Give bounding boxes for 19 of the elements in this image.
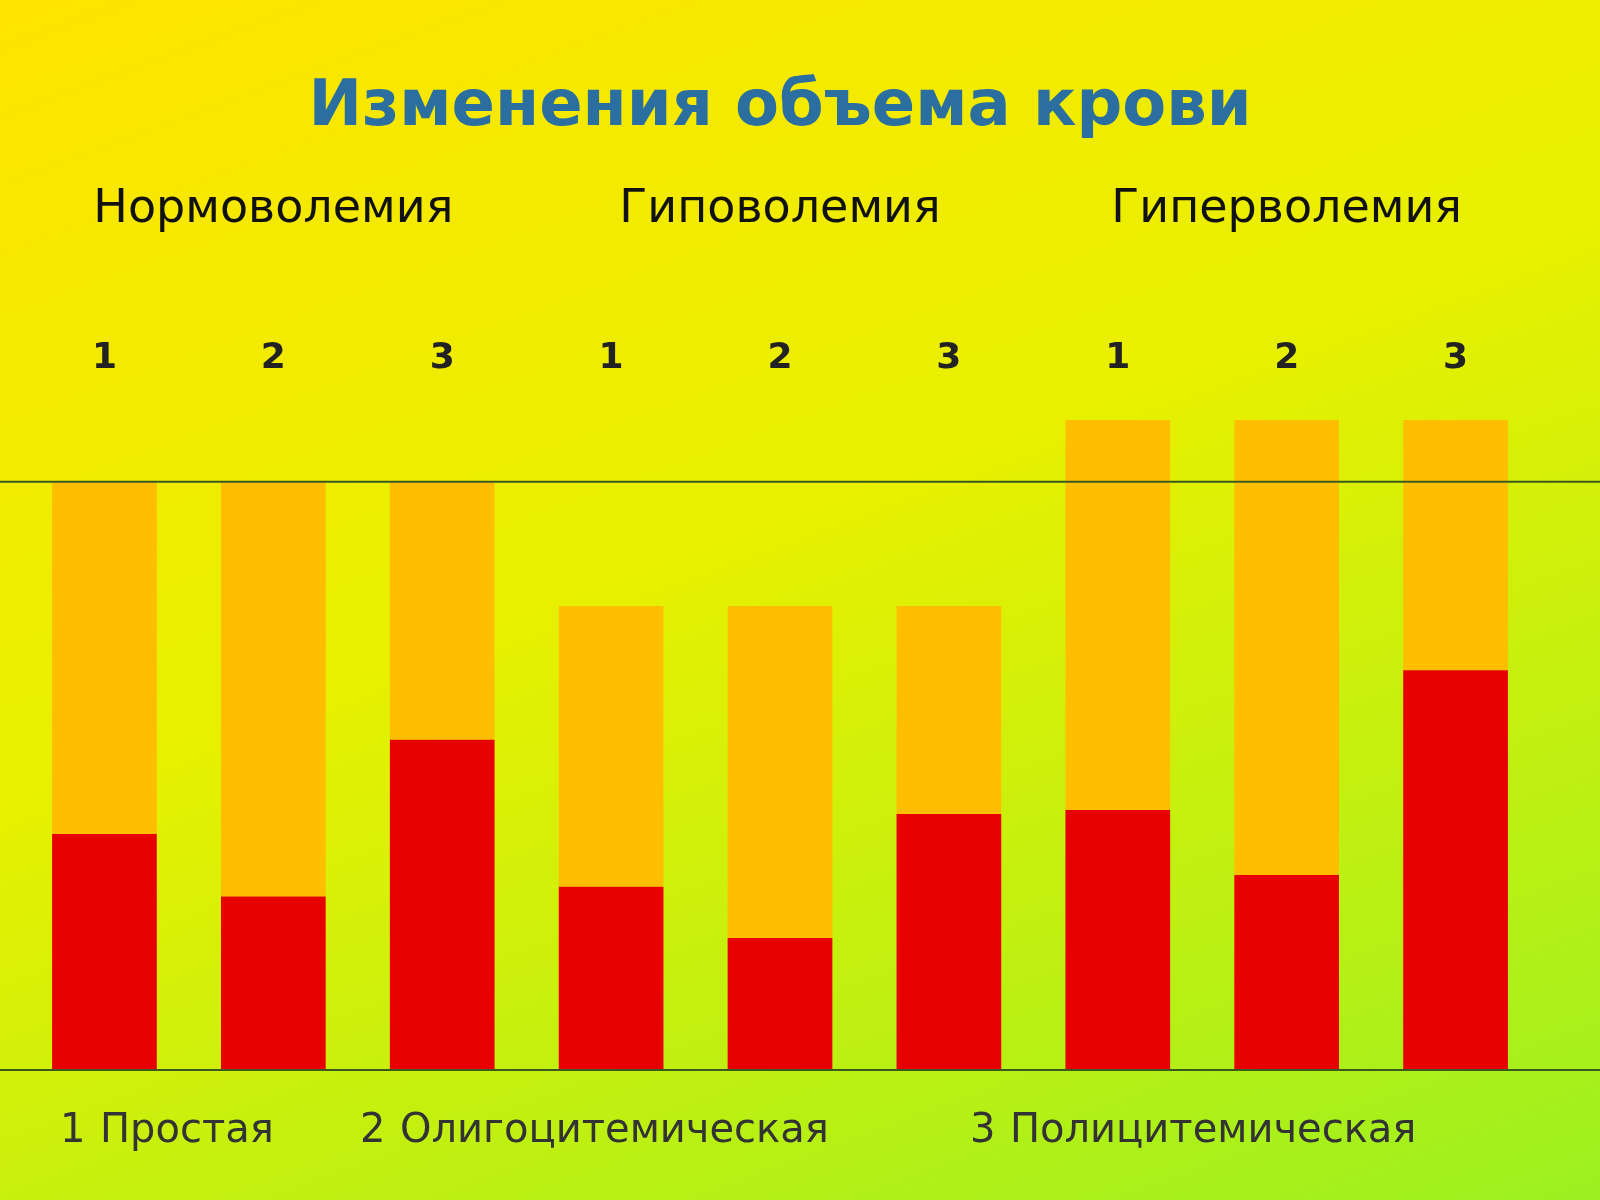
x-tick-label: 3 <box>1443 334 1469 376</box>
x-tick-label: 2 <box>1274 334 1300 376</box>
text: Нормоволемия <box>93 178 454 233</box>
x-tick-label: 2 <box>260 334 286 376</box>
x-tick-label: 1 <box>91 334 117 376</box>
category-label: 2 <box>360 1105 386 1152</box>
chart-title: Изменения объема крови <box>308 66 1252 141</box>
x-tick-label: 1 <box>598 334 624 376</box>
text: Гиперволемия <box>1111 178 1463 233</box>
x-tick-label: 3 <box>429 334 455 376</box>
category-label: 1 <box>60 1105 86 1152</box>
text: Простая <box>100 1105 274 1152</box>
text: Олигоцитемическая <box>400 1105 829 1152</box>
x-tick-label: 2 <box>767 334 793 376</box>
x-tick-label: 3 <box>936 334 962 376</box>
x-tick-label: 1 <box>1105 334 1131 376</box>
category-label: 3 <box>970 1105 996 1152</box>
text: Полицитемическая <box>1010 1105 1417 1152</box>
text: Гиповолемия <box>619 178 941 233</box>
